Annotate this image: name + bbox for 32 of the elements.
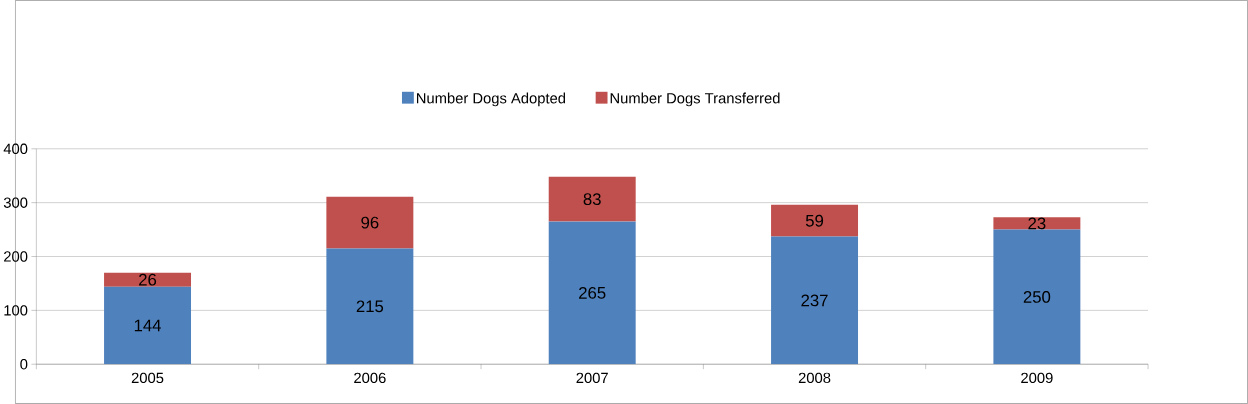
data-label: 83 — [583, 193, 601, 206]
data-label: 144 — [134, 319, 161, 332]
bar — [771, 204, 859, 237]
x-tick-label: 2007 — [576, 372, 608, 384]
x-tick-label: 2009 — [1021, 372, 1053, 384]
y-tick-label: 100 — [4, 305, 28, 316]
data-label: 26 — [139, 273, 157, 286]
x-tick-label: 2006 — [354, 372, 386, 384]
data-label: 23 — [1028, 217, 1046, 230]
bar — [104, 286, 192, 365]
data-label: 250 — [1023, 290, 1051, 303]
bar — [326, 248, 414, 365]
bar — [548, 176, 636, 222]
x-tick-label: 2005 — [131, 372, 164, 384]
data-label: 59 — [805, 214, 824, 227]
x-tick-label: 2008 — [798, 372, 831, 384]
bar — [104, 272, 192, 287]
data-label: 237 — [801, 294, 828, 307]
legend-label: Number Dogs Adopted — [417, 92, 566, 107]
bar — [771, 236, 859, 365]
legend-label: Number Dogs Transferred — [610, 92, 780, 107]
bar — [548, 221, 636, 365]
y-tick-label: 0 — [20, 359, 28, 370]
y-tick-label: 200 — [4, 251, 28, 262]
data-label: 265 — [579, 286, 606, 299]
y-tick-label: 400 — [3, 143, 28, 155]
data-label: 96 — [361, 216, 379, 229]
bar — [993, 217, 1081, 230]
data-label: 215 — [356, 300, 384, 313]
bar — [326, 196, 414, 249]
bar — [993, 229, 1081, 365]
y-tick-label: 300 — [3, 197, 28, 208]
